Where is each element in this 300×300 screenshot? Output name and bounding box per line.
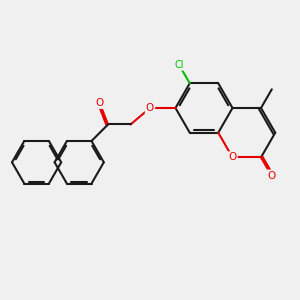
Text: O: O [146, 103, 154, 113]
Text: O: O [95, 98, 104, 108]
Text: O: O [267, 170, 276, 181]
Text: Cl: Cl [174, 60, 184, 70]
Text: O: O [228, 152, 237, 162]
